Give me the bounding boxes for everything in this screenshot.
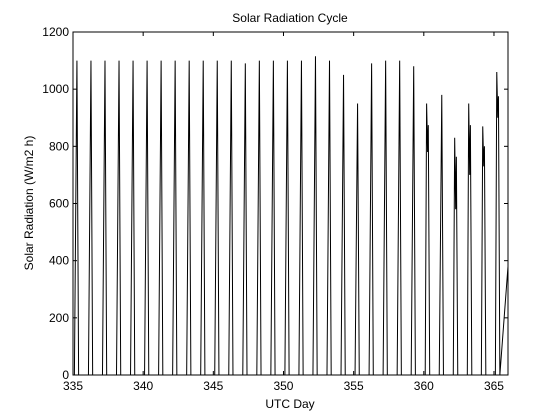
y-tick-label: 400: [49, 254, 69, 268]
x-tick-label: 360: [414, 379, 434, 393]
y-tick-label: 600: [49, 197, 69, 211]
y-tick-label: 1200: [42, 25, 69, 39]
x-axis-label: UTC Day: [265, 397, 314, 411]
x-tick-label: 350: [273, 379, 293, 393]
x-tick-label: 340: [133, 379, 153, 393]
y-tick-label: 800: [49, 139, 69, 153]
y-tick-label: 200: [49, 311, 69, 325]
x-tick-label: 335: [63, 379, 83, 393]
y-axis-label: Solar Radiation (W/m2 h): [22, 136, 36, 271]
x-tick-label: 355: [344, 379, 364, 393]
y-tick-label: 1000: [42, 82, 69, 96]
chart-title: Solar Radiation Cycle: [232, 11, 348, 25]
y-tick-label: 0: [62, 368, 69, 382]
tick-layer: 335 340 345 350 355 360 365 0 200 400 600 800 1000 12…: [42, 25, 508, 393]
x-tick-label: 365: [484, 379, 504, 393]
x-tick-label: 345: [203, 379, 223, 393]
